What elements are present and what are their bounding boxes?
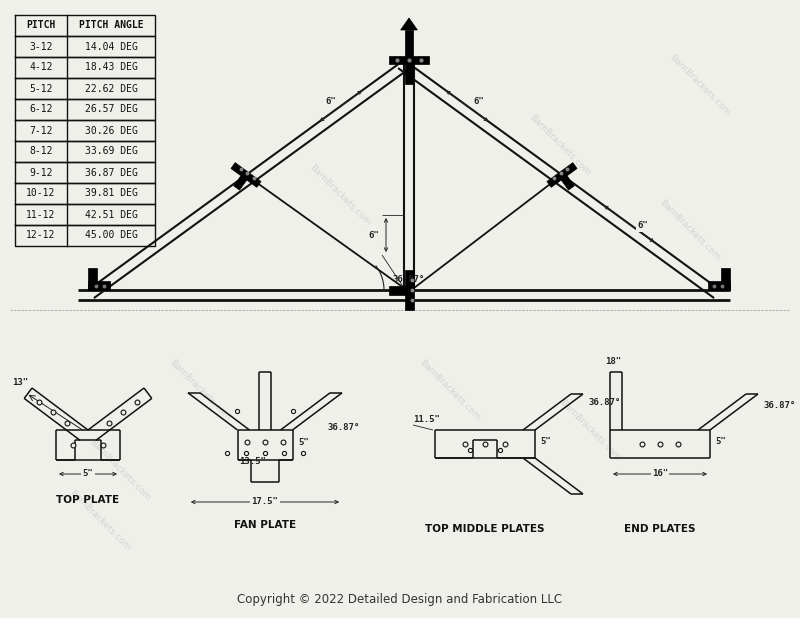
Text: 6": 6": [638, 221, 649, 231]
Text: BarnBrackets.com: BarnBrackets.com: [88, 438, 152, 502]
Text: 26.57 DEG: 26.57 DEG: [85, 104, 138, 114]
Text: 7-12: 7-12: [30, 125, 53, 135]
Text: BarnBrackets.com: BarnBrackets.com: [308, 163, 372, 227]
Polygon shape: [721, 268, 730, 290]
Polygon shape: [405, 270, 414, 310]
Text: 42.51 DEG: 42.51 DEG: [85, 210, 138, 219]
Text: 13": 13": [12, 378, 28, 387]
Text: 11.5": 11.5": [413, 415, 440, 424]
Text: 3-12: 3-12: [30, 41, 53, 51]
Text: TOP PLATE: TOP PLATE: [57, 495, 119, 505]
Text: 5": 5": [540, 437, 550, 446]
Text: 10-12: 10-12: [26, 188, 56, 198]
Text: 30.26 DEG: 30.26 DEG: [85, 125, 138, 135]
Polygon shape: [234, 173, 249, 190]
Polygon shape: [405, 30, 413, 56]
Text: 6": 6": [326, 96, 336, 106]
Text: 36.87 DEG: 36.87 DEG: [85, 167, 138, 177]
Text: BarnBrackets.com: BarnBrackets.com: [658, 198, 722, 262]
Text: BarnBrackets.com: BarnBrackets.com: [528, 112, 592, 177]
Text: 8-12: 8-12: [30, 146, 53, 156]
Text: 16": 16": [652, 470, 668, 478]
Polygon shape: [405, 64, 413, 84]
Text: 9-12: 9-12: [30, 167, 53, 177]
Text: 36.87°: 36.87°: [392, 275, 424, 284]
Polygon shape: [88, 268, 97, 290]
Polygon shape: [401, 18, 418, 30]
Text: Copyright © 2022 Detailed Design and Fabrication LLC: Copyright © 2022 Detailed Design and Fab…: [238, 593, 562, 606]
Text: BarnBrackets.com: BarnBrackets.com: [68, 488, 132, 552]
Text: FAN PLATE: FAN PLATE: [234, 520, 296, 530]
Text: 18.43 DEG: 18.43 DEG: [85, 62, 138, 72]
Text: END PLATES: END PLATES: [624, 524, 696, 534]
Text: 6": 6": [369, 231, 379, 240]
Polygon shape: [708, 281, 730, 290]
Text: 6-12: 6-12: [30, 104, 53, 114]
Text: BarnBrackets.com: BarnBrackets.com: [668, 53, 732, 117]
Text: 22.62 DEG: 22.62 DEG: [85, 83, 138, 93]
Text: 5": 5": [298, 438, 310, 447]
Text: BarnBrackets.com: BarnBrackets.com: [558, 398, 622, 462]
Text: 36.87°: 36.87°: [588, 398, 620, 407]
Text: 11-12: 11-12: [26, 210, 56, 219]
Text: 45.00 DEG: 45.00 DEG: [85, 231, 138, 240]
Text: 5": 5": [82, 470, 94, 478]
Polygon shape: [559, 173, 574, 190]
Polygon shape: [231, 163, 261, 187]
Text: 14.04 DEG: 14.04 DEG: [85, 41, 138, 51]
Text: 4-12: 4-12: [30, 62, 53, 72]
Text: 36.87°: 36.87°: [327, 423, 360, 432]
Text: 33.69 DEG: 33.69 DEG: [85, 146, 138, 156]
Text: TOP MIDDLE PLATES: TOP MIDDLE PLATES: [426, 524, 545, 534]
Text: BarnBrackets.com: BarnBrackets.com: [168, 358, 232, 422]
Text: 17.5": 17.5": [251, 497, 278, 507]
Text: 39.81 DEG: 39.81 DEG: [85, 188, 138, 198]
Text: 36.87°: 36.87°: [763, 402, 795, 410]
Polygon shape: [389, 56, 429, 64]
Text: 13.5": 13.5": [239, 457, 266, 466]
Text: BarnBrackets.com: BarnBrackets.com: [418, 358, 482, 422]
Text: 12-12: 12-12: [26, 231, 56, 240]
Text: 5": 5": [715, 437, 726, 446]
Text: 5-12: 5-12: [30, 83, 53, 93]
Text: PITCH ANGLE: PITCH ANGLE: [78, 20, 143, 30]
Polygon shape: [547, 163, 577, 187]
Polygon shape: [88, 281, 110, 290]
Text: 6": 6": [474, 96, 485, 106]
Text: PITCH: PITCH: [26, 20, 56, 30]
Polygon shape: [389, 286, 409, 295]
Text: 18": 18": [605, 357, 621, 366]
